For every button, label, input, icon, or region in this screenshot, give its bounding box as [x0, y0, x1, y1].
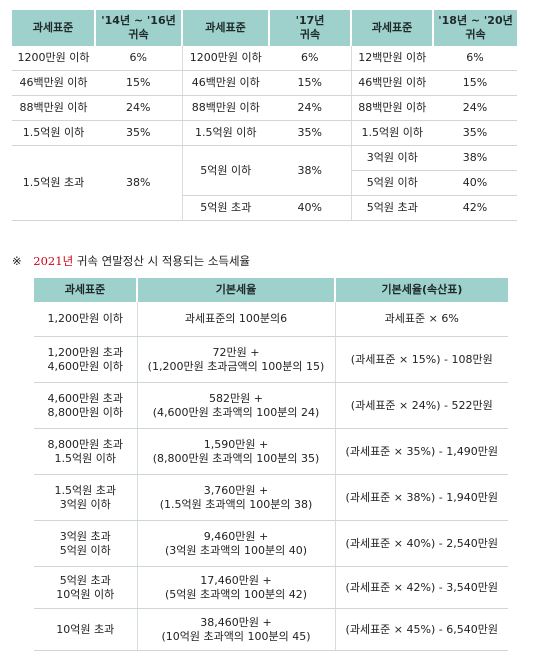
- rate-cell: 24%: [95, 95, 183, 121]
- basic-rate-cell: 582만원 + (4,600만원 초과액의 100분의 24): [137, 382, 336, 429]
- table-row: 1200만원 이하 6% 1200만원 이하 6% 12백만원 이하 6%: [12, 46, 517, 71]
- quick-rate-cell: (과세표준 × 15%) - 108만원: [335, 336, 508, 383]
- note-text: 귀속 연말정산 시 적용되는 소득세율: [76, 254, 251, 268]
- rate-cell: 40%: [433, 170, 517, 196]
- bracket-cell: 5억원 이하: [182, 145, 269, 196]
- rate-cell: 38%: [95, 145, 183, 221]
- bracket-cell: 3억원 초과 5억원 이하: [34, 520, 138, 567]
- rate-cell: 24%: [433, 95, 517, 121]
- bracket-cell: 10억원 초과: [34, 608, 138, 651]
- bracket-cell: 1.5억원 이하: [351, 120, 433, 146]
- rate-cell: 15%: [433, 70, 517, 96]
- bracket-cell: 1.5억원 이하: [182, 120, 269, 146]
- table-row: 1.5억원 초과 3억원 이하 3,760만원 + (1.5억원 초과액의 100분…: [34, 474, 508, 521]
- quick-rate-cell: (과세표준 × 45%) - 6,540만원: [335, 608, 508, 651]
- header-period-a: '14년 ~ '16년 귀속: [95, 10, 183, 46]
- rate-cell: 38%: [269, 145, 352, 196]
- basic-rate-cell: 과세표준의 100분의6: [137, 302, 336, 337]
- bracket-cell: 4,600만원 초과 8,800만원 이하: [34, 382, 138, 429]
- bracket-cell: 88백만원 이하: [12, 95, 95, 121]
- header-quick-rate: 기본세율(속산표): [335, 278, 508, 302]
- table-row: 10억원 초과 38,460만원 + (10억원 초과액의 100분의 45) (…: [34, 608, 508, 651]
- header-period-b: '17년 귀속: [269, 10, 352, 46]
- basic-rate-cell: 38,460만원 + (10억원 초과액의 100분의 45): [137, 608, 336, 651]
- rate-cell: 15%: [95, 70, 183, 96]
- bracket-cell: 1.5억원 초과 3억원 이하: [34, 474, 138, 521]
- bracket-cell: 3억원 이하: [351, 145, 433, 171]
- quick-rate-cell: 과세표준 × 6%: [335, 302, 508, 337]
- basic-rate-cell: 17,460만원 + (5억원 초과액의 100분의 42): [137, 566, 336, 609]
- header-row: 과세표준 기본세율 기본세율(속산표): [34, 278, 508, 302]
- table-row: 1,200만원 초과 4,600만원 이하 72만원 + (1,200만원 초과금액…: [34, 336, 508, 383]
- header-row: 과세표준 '14년 ~ '16년 귀속 과세표준 '17년 귀속 과세표준 '1…: [12, 10, 517, 46]
- bracket-cell: 46백만원 이하: [351, 70, 433, 96]
- basic-rate-cell: 72만원 + (1,200만원 초과금액의 100분의 15): [137, 336, 336, 383]
- rate-cell: 15%: [269, 70, 352, 96]
- rate-cell: 42%: [433, 195, 517, 221]
- rate-cell: 35%: [433, 120, 517, 146]
- header-bracket: 과세표준: [34, 278, 138, 302]
- basic-rate-cell: 3,760만원 + (1.5억원 초과액의 100분의 38): [137, 474, 336, 521]
- rate-cell: 35%: [95, 120, 183, 146]
- table-row: 4,600만원 초과 8,800만원 이하 582만원 + (4,600만원 초과액…: [34, 382, 508, 429]
- table-row: 3억원 초과 5억원 이하 9,460만원 + (3억원 초과액의 100분의 40…: [34, 520, 508, 567]
- table-row: 88백만원 이하 24% 88백만원 이하 24% 88백만원 이하 24%: [12, 95, 517, 121]
- table-row: 1.5억원 초과 38% 5억원 이하 38% 3억원 이하 38%: [12, 145, 517, 221]
- bracket-cell: 1200만원 이하: [12, 46, 95, 71]
- basic-rate-cell: 9,460만원 + (3억원 초과액의 100분의 40): [137, 520, 336, 567]
- bracket-cell: 1,200만원 이하: [34, 302, 138, 337]
- quick-rate-cell: (과세표준 × 35%) - 1,490만원: [335, 428, 508, 475]
- bracket-cell: 1,200만원 초과 4,600만원 이하: [34, 336, 138, 383]
- header-bracket-c: 과세표준: [351, 10, 434, 46]
- table-row: 1,200만원 이하 과세표준의 100분의6 과세표준 × 6%: [34, 302, 508, 337]
- basic-rate-cell: 1,590만원 + (8,800만원 초과액의 100분의 35): [137, 428, 336, 475]
- rate-cell: 38%: [433, 145, 517, 171]
- bracket-cell: 5억원 초과: [351, 195, 433, 221]
- income-tax-rate-table: 과세표준 기본세율 기본세율(속산표) 1,200만원 이하 과세표준의 100…: [34, 278, 508, 651]
- bracket-cell: 88백만원 이하: [182, 95, 269, 121]
- bracket-cell: 46백만원 이하: [182, 70, 269, 96]
- table-row: 46백만원 이하 15% 46백만원 이하 15% 46백만원 이하 15%: [12, 70, 517, 96]
- header-bracket-a: 과세표준: [12, 10, 96, 46]
- bracket-cell: 46백만원 이하: [12, 70, 95, 96]
- quick-rate-cell: (과세표준 × 24%) - 522만원: [335, 382, 508, 429]
- bracket-cell: 1.5억원 초과: [12, 145, 95, 221]
- table-row: 5억원 초과 40% 5억원 초과 42%: [12, 195, 517, 221]
- note-mark: ※: [12, 254, 22, 268]
- bracket-cell: 88백만원 이하: [351, 95, 433, 121]
- rate-cell: 6%: [433, 46, 517, 71]
- note-year: 2021년: [33, 254, 74, 268]
- quick-rate-cell: (과세표준 × 42%) - 3,540만원: [335, 566, 508, 609]
- header-bracket-b: 과세표준: [182, 10, 270, 46]
- rate-cell: 35%: [269, 120, 352, 146]
- section-note: ※ 2021년 귀속 연말정산 시 적용되는 소득세율: [12, 253, 250, 269]
- table-row: 5억원 이하 40%: [12, 170, 517, 196]
- bracket-cell: 12백만원 이하: [351, 46, 433, 71]
- rate-cell: 6%: [95, 46, 183, 71]
- bracket-cell: 5억원 이하: [351, 170, 433, 196]
- header-basic-rate: 기본세율: [137, 278, 336, 302]
- rate-cell: 40%: [269, 195, 352, 221]
- rate-cell: 6%: [269, 46, 352, 71]
- header-period-c: '18년 ~ '20년 귀속: [433, 10, 517, 46]
- bracket-cell: 1.5억원 이하: [12, 120, 95, 146]
- tax-rate-history-table: 과세표준 '14년 ~ '16년 귀속 과세표준 '17년 귀속 과세표준 '1…: [12, 10, 517, 221]
- rate-cell: 24%: [269, 95, 352, 121]
- quick-rate-cell: (과세표준 × 40%) - 2,540만원: [335, 520, 508, 567]
- bracket-cell: 5억원 초과 10억원 이하: [34, 566, 138, 609]
- quick-rate-cell: (과세표준 × 38%) - 1,940만원: [335, 474, 508, 521]
- table-row: 8,800만원 초과 1.5억원 이하 1,590만원 + (8,800만원 초과액…: [34, 428, 508, 475]
- table-row: 1.5억원 이하 35% 1.5억원 이하 35% 1.5억원 이하 35%: [12, 120, 517, 146]
- table-row: 5억원 초과 10억원 이하 17,460만원 + (5억원 초과액의 100분의 …: [34, 566, 508, 609]
- bracket-cell: 1200만원 이하: [182, 46, 269, 71]
- bracket-cell: 5억원 초과: [182, 195, 269, 221]
- bracket-cell: 8,800만원 초과 1.5억원 이하: [34, 428, 138, 475]
